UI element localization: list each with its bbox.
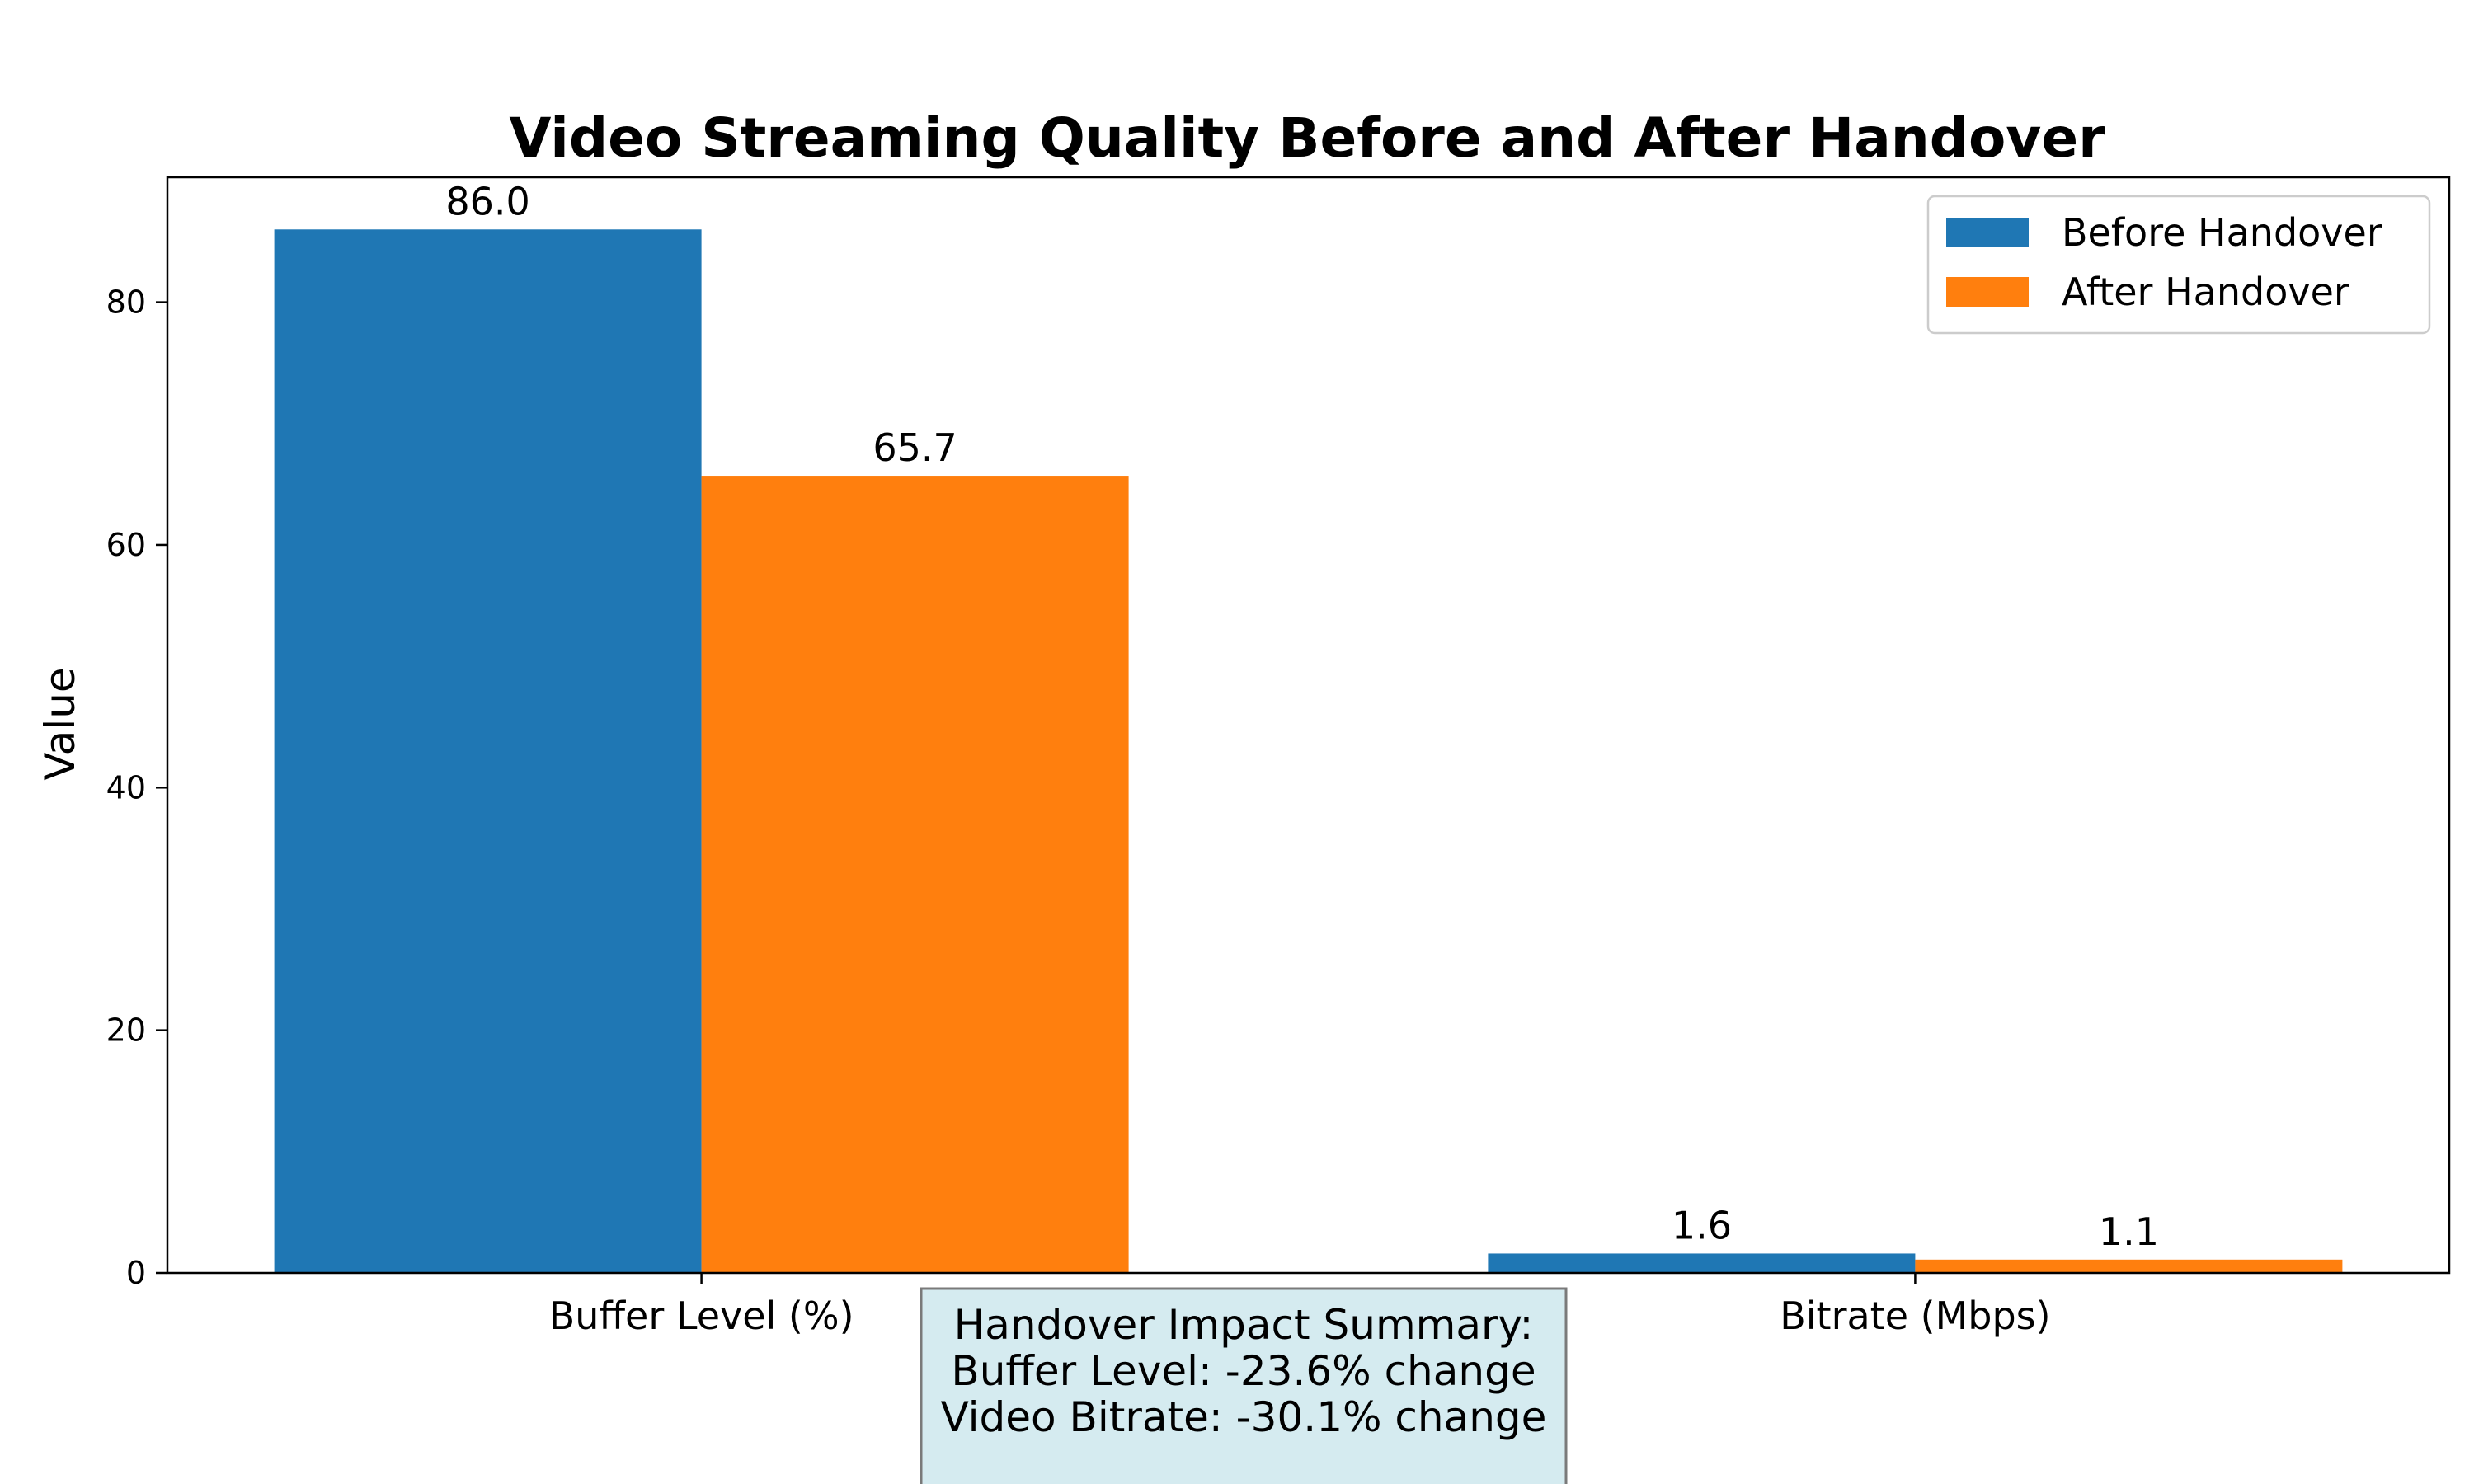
- bar-after-handover-1: [1915, 1259, 2343, 1273]
- legend-label: After Handover: [2062, 270, 2349, 314]
- chart-title: Video Streaming Quality Before and After…: [509, 106, 2105, 170]
- summary-line: Buffer Level: -23.6% change: [951, 1347, 1536, 1395]
- y-tick-label: 80: [106, 284, 146, 321]
- summary-box: [920, 1287, 1568, 1484]
- x-tick-label: Buffer Level (%): [549, 1294, 854, 1338]
- legend-swatch: [1946, 218, 2029, 247]
- y-axis-label: Value: [36, 667, 84, 780]
- legend-box: [1926, 195, 2431, 335]
- data-label: 1.6: [1672, 1203, 1732, 1247]
- bar-before-handover-1: [1488, 1253, 1916, 1273]
- legend-label: Before Handover: [2062, 210, 2382, 255]
- data-label: 65.7: [872, 425, 957, 470]
- summary-annotation: Handover Impact Summary:Buffer Level: -2…: [920, 1287, 1568, 1484]
- data-label: 1.1: [2099, 1209, 2159, 1254]
- bar-after-handover-0: [701, 476, 1129, 1273]
- bar-before-handover-0: [274, 229, 702, 1274]
- data-label: 86.0: [445, 179, 529, 223]
- y-tick-label: 60: [106, 527, 146, 563]
- legend: Before Handover After Handover: [1926, 195, 2431, 335]
- plot-area: 86.0 65.7 Buffer Level (%) 1.6 1.1 Bitrate (M…: [106, 176, 2451, 1338]
- y-tick-label: 20: [106, 1012, 146, 1049]
- plot-frame: [166, 176, 2451, 1275]
- x-tick-label: Bitrate (Mbps): [1780, 1294, 2050, 1338]
- legend-swatch: [1946, 277, 2029, 307]
- y-tick-label: 40: [106, 769, 146, 805]
- summary-line: Video Bitrate: -30.1% change: [941, 1393, 1547, 1441]
- summary-line: Handover Impact Summary:: [954, 1301, 1534, 1349]
- y-tick-label: 0: [126, 1255, 146, 1291]
